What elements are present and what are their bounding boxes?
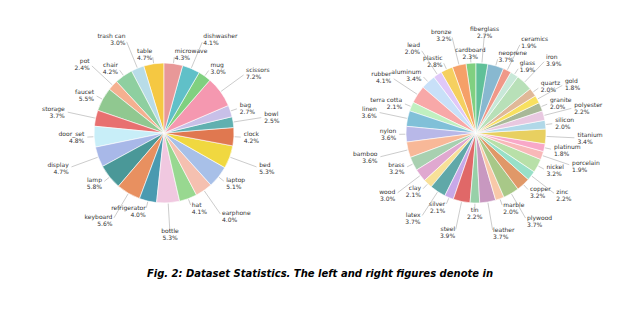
svg-text:latex3.7%: latex3.7%	[405, 211, 421, 225]
svg-text:linen3.6%: linen3.6%	[361, 105, 377, 119]
svg-text:polyester2.2%: polyester2.2%	[574, 101, 603, 115]
svg-text:plywood3.7%: plywood3.7%	[527, 214, 552, 228]
svg-text:storage3.7%: storage3.7%	[42, 105, 65, 119]
html-text:1.8%: 1.8%	[554, 149, 570, 157]
svg-text:cardboard2.3%: cardboard2.3%	[455, 46, 486, 60]
svg-text:tin2.2%: tin2.2%	[467, 206, 483, 220]
svg-text:glass1.9%: glass1.9%	[520, 59, 536, 73]
svg-text:keyboard5.6%: keyboard5.6%	[85, 213, 113, 227]
svg-text:titanium3.4%: titanium3.4%	[577, 131, 602, 145]
svg-text:display4.7%: display4.7%	[47, 161, 69, 175]
svg-text:wood3.0%: wood3.0%	[379, 188, 395, 202]
svg-text:refrigerator4.0%: refrigerator4.0%	[111, 204, 146, 218]
svg-text:iron3.9%: iron3.9%	[546, 53, 562, 67]
svg-text:zinc2.2%: zinc2.2%	[556, 188, 572, 202]
svg-text:fiberglass2.7%: fiberglass2.7%	[470, 25, 499, 39]
svg-text:leather3.7%: leather3.7%	[493, 226, 515, 240]
svg-text:porcelain1.9%: porcelain1.9%	[572, 159, 600, 173]
svg-text:hat4.1%: hat4.1%	[192, 201, 208, 215]
svg-text:marble2.0%: marble2.0%	[503, 201, 524, 215]
svg-text:gold1.8%: gold1.8%	[565, 77, 581, 91]
html-text:2.1%: 2.1%	[386, 102, 403, 110]
svg-text:door_set4.8%: door_set4.8%	[59, 130, 85, 144]
svg-text:silver2.1%: silver2.1%	[429, 200, 446, 214]
svg-text:ceramics1.9%: ceramics1.9%	[521, 35, 548, 49]
svg-text:bronze3.2%: bronze3.2%	[431, 28, 452, 42]
svg-text:bamboo3.6%: bamboo3.6%	[353, 150, 378, 164]
svg-text:aluminum3.4%: aluminum3.4%	[391, 68, 421, 82]
svg-text:copper3.2%: copper3.2%	[530, 185, 551, 199]
svg-text:trash can3.0%: trash can3.0%	[97, 32, 125, 46]
svg-text:laptop5.1%: laptop5.1%	[226, 176, 245, 190]
svg-text:microwave4.3%: microwave4.3%	[175, 47, 208, 61]
svg-text:faucet5.5%: faucet5.5%	[75, 88, 95, 102]
svg-text:bag2.7%: bag2.7%	[240, 101, 256, 115]
svg-text:quartz2.0%: quartz2.0%	[541, 79, 560, 93]
svg-text:scissors7.2%: scissors7.2%	[246, 66, 270, 80]
svg-text:nylon3.6%: nylon3.6%	[380, 127, 397, 141]
svg-text:lead2.0%: lead2.0%	[405, 41, 421, 55]
svg-text:neoprene3.7%: neoprene3.7%	[498, 49, 527, 63]
svg-text:lamp5.8%: lamp5.8%	[87, 176, 103, 190]
svg-text:chair4.2%: chair4.2%	[103, 61, 119, 75]
svg-text:plastic2.8%: plastic2.8%	[423, 54, 443, 68]
html-text:platinum: platinum	[554, 142, 581, 150]
html-text:terra cotta: terra cotta	[370, 95, 403, 103]
svg-text:granite2.0%: granite2.0%	[550, 96, 572, 110]
svg-text:dishwasher4.1%: dishwasher4.1%	[203, 32, 238, 46]
svg-text:bowl2.5%: bowl2.5%	[264, 110, 280, 124]
svg-text:nickel3.2%: nickel3.2%	[546, 163, 564, 177]
svg-text:rubber4.1%: rubber4.1%	[371, 70, 392, 84]
svg-text:mug3.0%: mug3.0%	[210, 61, 226, 75]
svg-text:table4.7%: table4.7%	[137, 47, 153, 61]
svg-text:brass3.2%: brass3.2%	[388, 161, 405, 175]
svg-text:bottle5.3%: bottle5.3%	[161, 227, 179, 241]
svg-text:earphone4.0%: earphone4.0%	[222, 209, 251, 223]
svg-text:steel3.9%: steel3.9%	[440, 225, 456, 239]
svg-text:bed5.3%: bed5.3%	[259, 161, 275, 175]
svg-text:pot2.4%: pot2.4%	[74, 57, 90, 71]
svg-text:silicon2.0%: silicon2.0%	[555, 116, 574, 130]
svg-text:clay2.1%: clay2.1%	[406, 184, 422, 198]
html-text:Fig. 2: Dataset Statistics. Th: Fig. 2: Dataset Statistics. The left and…	[146, 268, 494, 279]
svg-text:clock4.2%: clock4.2%	[244, 130, 260, 144]
